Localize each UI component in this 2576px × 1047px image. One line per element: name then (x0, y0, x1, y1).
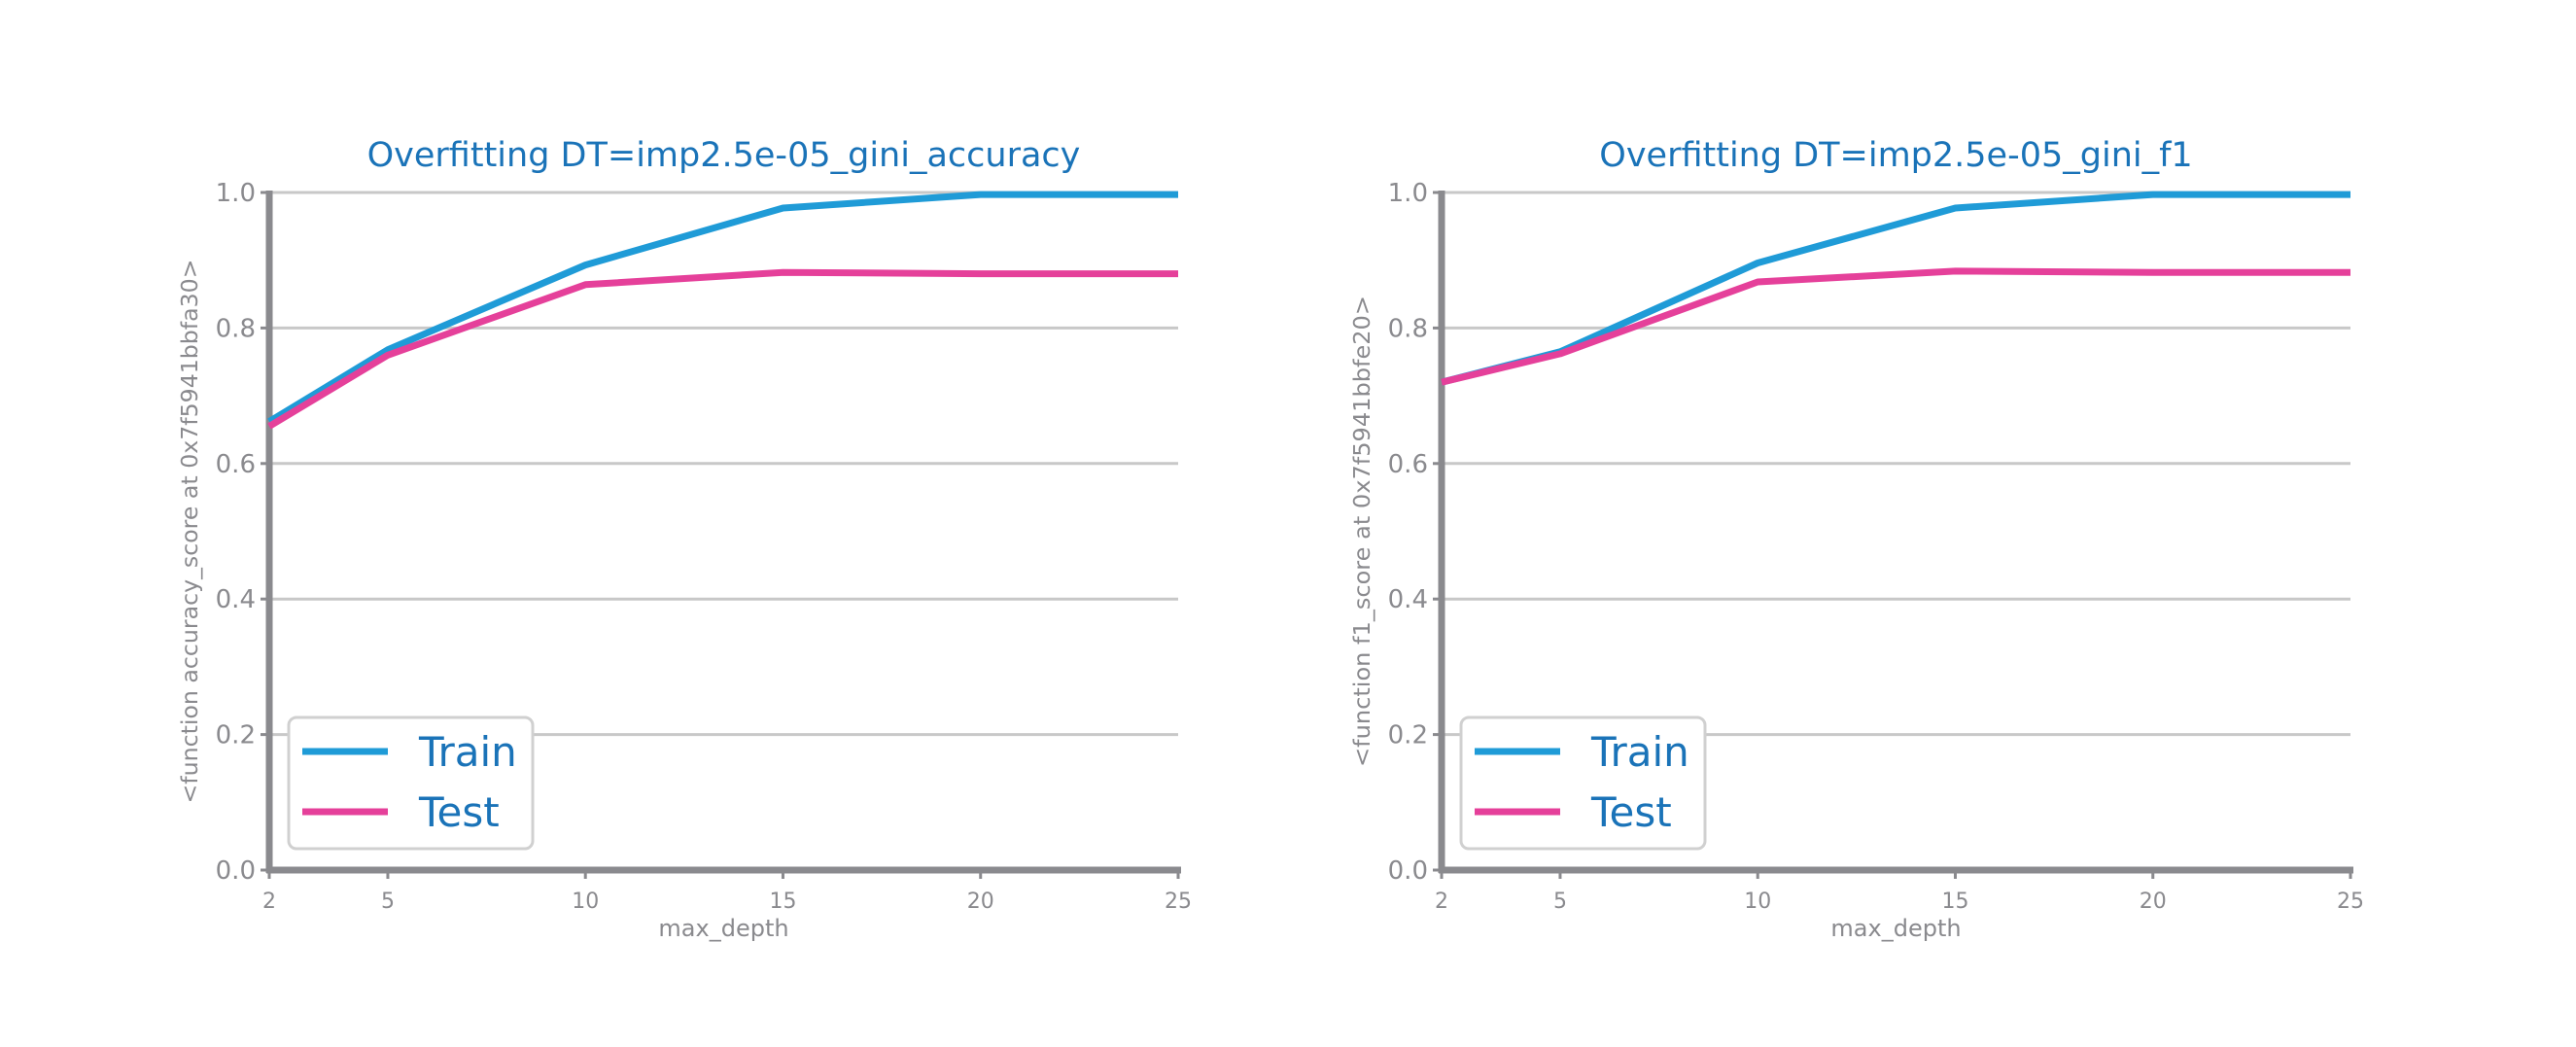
x-axis-label: max_depth (658, 915, 788, 942)
x-tick-label: 10 (1744, 890, 1771, 914)
series-line-train (267, 191, 1178, 425)
x-tick-label: 25 (2337, 890, 2364, 914)
legend-label-train: Train (418, 728, 517, 776)
y-tick-label: 0.6 (1388, 450, 1428, 479)
x-tick-label: 25 (1165, 890, 1192, 914)
x-tick-label: 2 (262, 890, 276, 914)
chart-panel-1: 0.00.20.40.60.81.02 5 10 15 20 25Overfitting … (178, 136, 1192, 942)
chart-title: Overfitting DT=imp2.5e-05_gini_f1 (1599, 136, 2192, 175)
y-axis-label: <function f1_score at 0x7f5941bbfe20> (1350, 296, 1375, 767)
legend-label-test: Test (418, 788, 500, 836)
legend-label-test: Test (1590, 788, 1672, 836)
y-tick-label: 0.2 (1388, 721, 1428, 750)
y-tick-label: 0.4 (216, 585, 256, 614)
x-tick-label: 5 (1553, 890, 1567, 914)
legend: Train Test (287, 715, 535, 851)
series-line-test (267, 268, 1178, 430)
series-line-train (1441, 191, 2350, 386)
y-tick-label: 0.8 (1388, 314, 1428, 343)
y-axis-label: <function accuracy_score at 0x7f5941bbfa… (178, 260, 203, 804)
series-line-test (1441, 267, 2350, 386)
y-tick-label: 0.8 (216, 314, 256, 343)
x-tick-label: 2 (1435, 890, 1448, 914)
x-tick-label: 5 (381, 890, 395, 914)
y-tick-label: 1.0 (216, 179, 256, 208)
legend: Train Test (1459, 715, 1707, 851)
x-tick-label: 10 (572, 890, 599, 914)
y-tick-label: 0.0 (216, 856, 256, 886)
legend-label-train: Train (1590, 728, 1689, 776)
y-tick-label: 0.0 (1388, 856, 1428, 886)
x-tick-label: 20 (2140, 890, 2167, 914)
chart-panel-2: 0.00.20.40.60.81.02 5 10 15 20 25Overfitting … (1350, 136, 2364, 942)
y-tick-label: 0.6 (216, 450, 256, 479)
x-tick-label: 15 (1941, 890, 1968, 914)
x-axis-label: max_depth (1830, 915, 1961, 942)
y-tick-label: 1.0 (1388, 179, 1428, 208)
x-tick-label: 20 (967, 890, 994, 914)
y-tick-label: 0.2 (216, 721, 256, 750)
x-tick-label: 15 (769, 890, 796, 914)
chart-title: Overfitting DT=imp2.5e-05_gini_accuracy (367, 136, 1081, 175)
y-tick-label: 0.4 (1388, 585, 1428, 614)
